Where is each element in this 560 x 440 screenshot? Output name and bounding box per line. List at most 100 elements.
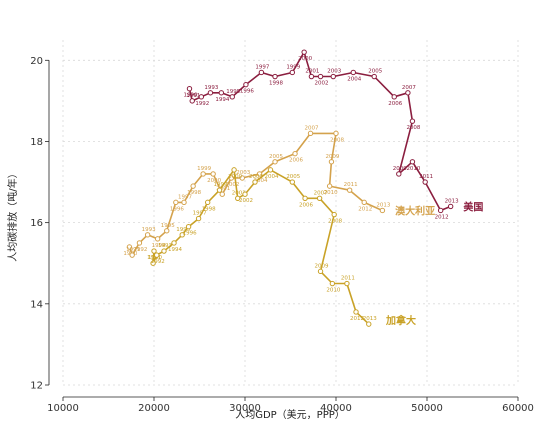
- data-point: [366, 321, 372, 327]
- data-point: [181, 199, 187, 206]
- point-year-label: 2001: [216, 186, 230, 192]
- data-point: [207, 90, 214, 96]
- point-year-label: 1998: [187, 190, 201, 196]
- data-point: [409, 159, 416, 165]
- x-axis-label: 人均GDP（美元，PPP）: [235, 408, 345, 421]
- data-point: [258, 69, 265, 76]
- data-point: [256, 171, 263, 177]
- point-year-label: 2000: [207, 178, 221, 184]
- data-point: [235, 195, 241, 201]
- point-year-label: 1994: [168, 247, 182, 253]
- data-point: [272, 159, 278, 165]
- data-point: [179, 232, 185, 238]
- point-year-label: 2001: [232, 190, 246, 196]
- point-year-label: 1994: [215, 97, 229, 103]
- point-year-label: 2012: [435, 214, 449, 220]
- data-point: [154, 252, 160, 258]
- point-year-label: 2009: [325, 154, 339, 160]
- data-point: [350, 69, 356, 76]
- point-year-label: 2004: [254, 178, 268, 184]
- point-year-label: 1992: [133, 247, 147, 253]
- point-year-label: 2003: [327, 69, 341, 75]
- point-year-label: 1995: [226, 89, 240, 95]
- data-point: [289, 69, 296, 76]
- point-year-label: 2006: [289, 158, 303, 164]
- data-point: [289, 179, 296, 185]
- data-point: [150, 260, 156, 266]
- data-point: [326, 183, 333, 189]
- point-year-label: 2005: [269, 154, 283, 160]
- point-year-label: 1999: [197, 166, 211, 172]
- data-point: [171, 240, 177, 246]
- x-tick-label: 20000: [138, 403, 170, 414]
- data-point: [231, 167, 237, 173]
- grid-layer: [62, 40, 519, 386]
- data-point: [447, 203, 454, 210]
- y-tick-label: 16: [30, 218, 43, 229]
- point-year-label: 2010: [324, 190, 338, 196]
- point-year-label: 2013: [376, 202, 390, 208]
- point-year-label: 2007: [402, 85, 416, 91]
- data-point: [301, 49, 307, 55]
- data-point: [136, 240, 143, 246]
- series-name-label: 美国: [463, 200, 483, 213]
- point-year-label: 2007: [314, 190, 328, 196]
- point-year-label: 1997: [193, 211, 207, 217]
- y-tick-label: 20: [30, 56, 43, 67]
- point-year-label: 1990: [148, 255, 162, 261]
- data-point: [272, 73, 278, 80]
- point-year-label: 2013: [445, 198, 459, 204]
- point-year-label: 2007: [305, 125, 319, 131]
- point-year-label: 1992: [151, 259, 165, 265]
- x-tick-label: 30000: [229, 403, 261, 414]
- point-year-label: 2002: [225, 182, 239, 188]
- data-point: [210, 171, 216, 177]
- y-tick-label: 12: [30, 381, 43, 392]
- data-point: [379, 207, 386, 214]
- point-year-label: 2009: [393, 166, 407, 172]
- data-point: [129, 252, 135, 258]
- x-tick-label: 50000: [411, 403, 443, 414]
- data-point: [344, 280, 350, 287]
- point-year-label: 2005: [286, 174, 300, 180]
- point-year-label: 2008: [328, 219, 342, 225]
- point-year-label: 1991: [186, 93, 200, 99]
- data-point: [302, 195, 308, 201]
- point-year-label: 2012: [358, 206, 372, 212]
- axes-layer: 10000 20000 30000 40000 50000 60000 12 14 16 18 20: [30, 56, 534, 414]
- point-year-label: 1999: [214, 182, 228, 188]
- data-point: [316, 195, 323, 201]
- data-point: [308, 73, 315, 80]
- data-point: [371, 73, 377, 80]
- data-point: [331, 211, 337, 218]
- point-year-label: 2005: [368, 69, 382, 75]
- data-point: [219, 191, 225, 197]
- data-point: [353, 309, 359, 315]
- point-year-label: 1996: [240, 89, 254, 95]
- point-year-label: 2006: [299, 202, 313, 208]
- point-year-label: 1990: [183, 93, 197, 99]
- point-year-label: 2000: [228, 174, 242, 180]
- data-point: [422, 179, 428, 185]
- point-year-label: 2001: [305, 69, 319, 75]
- data-point: [317, 268, 324, 275]
- x-tick-label: 60000: [502, 403, 534, 414]
- x-tick-label: 40000: [320, 403, 352, 414]
- point-year-label: 2002: [239, 198, 253, 204]
- point-year-label: 1993: [158, 243, 172, 249]
- data-point: [204, 199, 211, 206]
- data-point: [267, 167, 274, 173]
- point-year-label: 1993: [204, 85, 218, 91]
- data-point: [333, 130, 339, 137]
- data-point: [437, 207, 444, 214]
- data-point: [229, 94, 235, 100]
- data-point: [409, 118, 416, 124]
- data-point: [218, 90, 225, 96]
- y-tick-label: 18: [30, 137, 43, 148]
- point-year-label: 2013: [363, 316, 377, 322]
- data-point: [154, 236, 161, 242]
- point-year-label: 2003: [236, 170, 250, 176]
- point-year-label: 2010: [406, 166, 420, 172]
